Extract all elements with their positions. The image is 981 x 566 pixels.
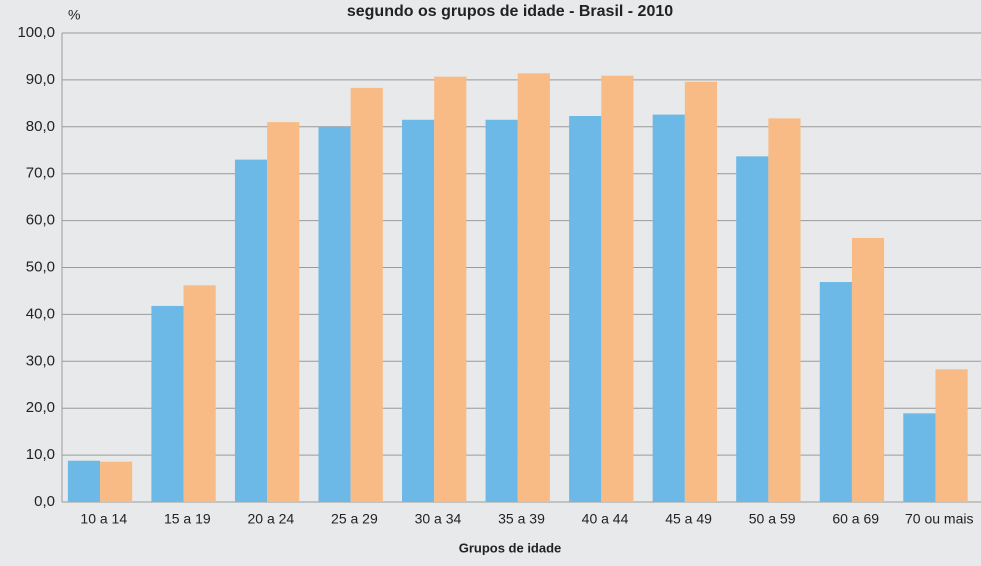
bar: [267, 122, 300, 503]
bar: [903, 413, 936, 502]
y-tick-label: 90,0: [26, 71, 55, 88]
bar: [652, 114, 685, 502]
x-tick-label: 70 ou mais: [905, 511, 973, 527]
y-tick-label: 50,0: [26, 258, 55, 275]
bar: [100, 461, 133, 502]
y-tick-label: 100,0: [17, 24, 55, 41]
bar: [350, 87, 383, 503]
y-tick-label: 60,0: [26, 212, 55, 229]
y-tick-label: 10,0: [26, 446, 55, 463]
bar: [684, 81, 717, 502]
x-tick-label: 15 a 19: [164, 511, 211, 527]
x-tick-label: 35 a 39: [498, 511, 545, 527]
x-tick-label: 10 a 14: [80, 511, 127, 527]
y-tick-label: 40,0: [26, 305, 55, 322]
bar: [935, 369, 968, 502]
bar: [569, 116, 602, 502]
y-tick-label: 0,0: [34, 493, 55, 510]
bar: [851, 237, 885, 502]
x-tick-label: 50 a 59: [749, 511, 796, 527]
chart-title: segundo os grupos de idade - Brasil - 20…: [347, 3, 673, 20]
x-tick-label: 45 a 49: [665, 511, 712, 527]
bar: [434, 76, 467, 502]
bar: [67, 460, 101, 502]
x-tick-label: 20 a 24: [248, 511, 295, 527]
bar: [183, 285, 216, 502]
bar: [517, 73, 550, 503]
y-tick-label: 30,0: [26, 352, 55, 369]
y-tick-label: 80,0: [26, 118, 55, 135]
x-tick-label: 60 a 69: [832, 511, 879, 527]
x-tick-label: 25 a 29: [331, 511, 378, 527]
x-tick-label: 40 a 44: [582, 511, 629, 527]
bar: [819, 282, 852, 502]
y-tick-label: 20,0: [26, 399, 55, 416]
bar: [736, 156, 769, 503]
bar: [151, 305, 184, 502]
x-axis-label: Grupos de idade: [459, 540, 562, 555]
bar: [768, 118, 801, 502]
x-tick-label: 30 a 34: [415, 511, 462, 527]
bar: [234, 159, 268, 502]
bar: [318, 126, 351, 503]
bar: [402, 119, 435, 502]
y-tick-label: 70,0: [26, 165, 55, 182]
bar: [601, 75, 634, 502]
y-axis-label: %: [68, 7, 80, 23]
bar: [485, 119, 518, 502]
